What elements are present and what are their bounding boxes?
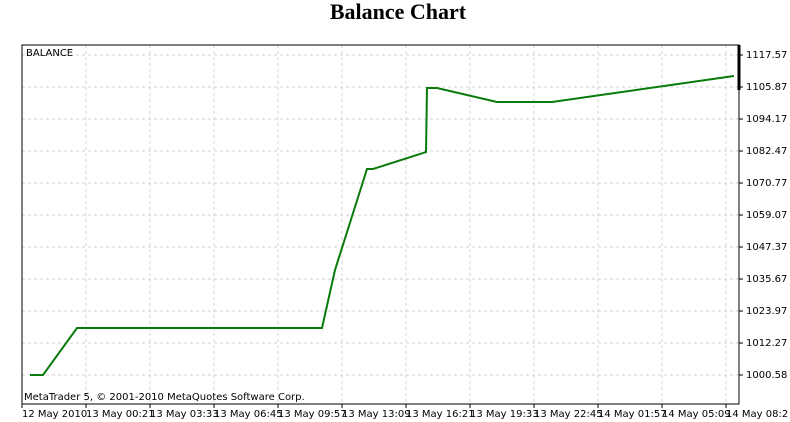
y-tick-label: 1117.57 xyxy=(746,50,787,61)
y-tick-label: 1070.77 xyxy=(746,178,787,189)
plot-frame xyxy=(21,44,740,405)
y-tick-label: 1035.67 xyxy=(746,274,787,285)
x-tick-label: 13 May 19:33 xyxy=(470,409,539,420)
y-tick-label: 1023.97 xyxy=(746,306,787,317)
series-label: BALANCE xyxy=(26,48,73,59)
x-tick-label: 14 May 05:09 xyxy=(662,409,731,420)
y-tick-label: 1059.07 xyxy=(746,210,787,221)
y-tick-label: 1094.17 xyxy=(746,114,787,125)
x-tick-label: 14 May 01:57 xyxy=(598,409,667,420)
x-tick-label: 13 May 09:57 xyxy=(278,409,347,420)
x-tick-label: 13 May 03:33 xyxy=(150,409,219,420)
y-tick-label: 1047.37 xyxy=(746,242,787,253)
y-tick-label: 1000.58 xyxy=(746,370,787,381)
chart-title: Balance Chart xyxy=(330,0,467,24)
x-tick-label: 13 May 22:45 xyxy=(534,409,603,420)
x-tick-label: 14 May 08:2 xyxy=(726,409,788,420)
balance-line xyxy=(30,75,735,377)
x-tick-label: 13 May 00:21 xyxy=(86,409,155,420)
x-tick-label: 13 May 13:09 xyxy=(342,409,411,420)
x-tick-label: 12 May 2010 xyxy=(22,409,87,420)
y-tick-label: 1012.27 xyxy=(746,338,787,349)
footer: MetaTrader 5, © 2001-2010 MetaQuotes Sof… xyxy=(24,392,305,403)
grid xyxy=(22,45,739,404)
y-tick-label: 1082.47 xyxy=(746,146,787,157)
y-tick-label: 1105.87 xyxy=(746,82,787,93)
x-tick-label: 13 May 06:45 xyxy=(214,409,283,420)
x-tick-label: 13 May 16:21 xyxy=(406,409,475,420)
